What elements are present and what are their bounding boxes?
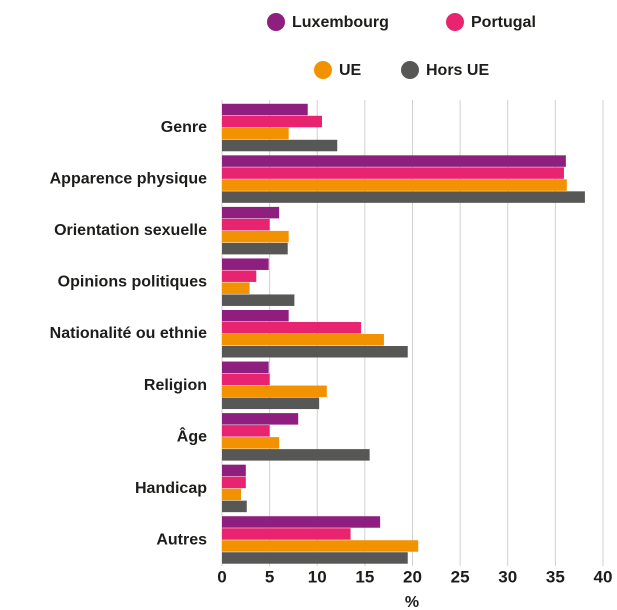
x-tick-label: 10: [308, 567, 327, 586]
bar: [222, 179, 567, 191]
bar: [222, 552, 408, 564]
x-tick-label: 35: [546, 567, 565, 586]
bar: [222, 476, 246, 489]
bar: [222, 282, 250, 294]
y-tick-label: Opinions politiques: [58, 274, 207, 291]
bar: [222, 139, 338, 152]
bar: [222, 167, 564, 179]
legend-swatch: [401, 61, 419, 79]
bar: [222, 397, 320, 410]
bar: [222, 103, 308, 116]
bar: [222, 500, 247, 513]
bar: [222, 425, 270, 437]
legend-label: Luxembourg: [292, 14, 389, 31]
x-tick-label: 25: [451, 567, 470, 586]
legend-label: UE: [339, 62, 362, 79]
legend-swatch: [446, 13, 464, 31]
bar: [222, 322, 362, 334]
bar: [222, 258, 269, 270]
bar: [222, 488, 242, 501]
bar: [222, 346, 408, 358]
bar: [222, 413, 299, 425]
bar: [222, 449, 370, 461]
bar: [222, 206, 280, 219]
bar: [222, 242, 288, 255]
bar: [222, 373, 270, 386]
y-tick-label: Nationalité ou ethnie: [50, 325, 207, 342]
bar: [222, 540, 419, 552]
bar: [222, 127, 289, 140]
bar: [222, 464, 246, 477]
x-tick-label: 40: [594, 567, 613, 586]
legend-label: Hors UE: [426, 62, 489, 79]
x-tick-label: 30: [498, 567, 517, 586]
bar: [222, 155, 566, 167]
bar: [222, 270, 257, 282]
y-tick-label: Âge: [177, 426, 207, 445]
legend-swatch: [314, 61, 332, 79]
bar: [222, 516, 381, 528]
bar: [222, 230, 289, 243]
bar: [222, 218, 270, 231]
bar: [222, 191, 585, 203]
bar: [222, 334, 384, 346]
bar: [222, 310, 289, 322]
bar: [222, 294, 295, 306]
x-axis-label: %: [405, 594, 419, 610]
x-tick-label: 20: [403, 567, 422, 586]
y-tick-label: Autres: [156, 531, 207, 548]
y-tick-label: Handicap: [135, 480, 207, 497]
y-tick-label: Orientation sexuelle: [54, 222, 207, 239]
bar: [222, 437, 280, 449]
bar: [222, 115, 323, 128]
legend-label: Portugal: [471, 14, 536, 31]
x-tick-label: 0: [217, 567, 226, 586]
y-tick-label: Apparence physique: [50, 171, 207, 188]
y-tick-label: Genre: [161, 119, 207, 136]
y-tick-label: Religion: [144, 377, 207, 394]
bar: [222, 361, 269, 374]
legend-swatch: [267, 13, 285, 31]
bar: [222, 528, 351, 540]
x-tick-label: 15: [355, 567, 374, 586]
bar: [222, 385, 327, 398]
x-tick-label: 5: [265, 567, 274, 586]
